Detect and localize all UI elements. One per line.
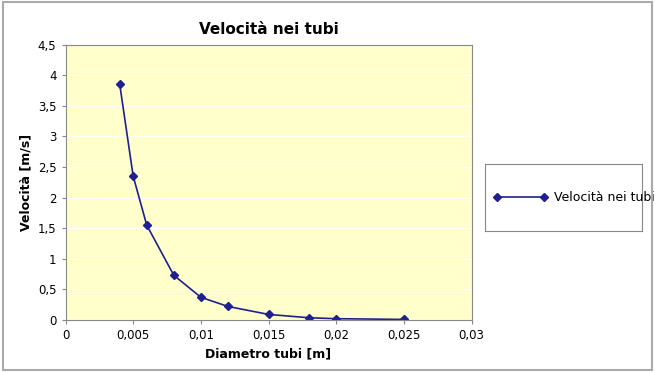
Velocità nei tubi	[332, 317, 340, 321]
Velocità nei tubi	[224, 304, 232, 309]
Velocità nei tubi	[129, 174, 137, 179]
Y-axis label: Velocità [m/s]: Velocità [m/s]	[19, 134, 32, 231]
Velocità nei tubi	[197, 295, 205, 299]
Text: Velocità nei tubi: Velocità nei tubi	[554, 191, 654, 203]
Velocità nei tubi	[143, 223, 151, 227]
Velocità nei tubi	[265, 312, 272, 317]
Velocità nei tubi	[116, 81, 124, 86]
Velocità nei tubi	[400, 317, 408, 322]
Line: Velocità nei tubi: Velocità nei tubi	[117, 81, 407, 322]
Velocità nei tubi	[305, 315, 313, 320]
Title: Velocità nei tubi: Velocità nei tubi	[198, 22, 339, 36]
X-axis label: Diametro tubi [m]: Diametro tubi [m]	[206, 347, 331, 360]
Velocità nei tubi	[170, 273, 178, 278]
